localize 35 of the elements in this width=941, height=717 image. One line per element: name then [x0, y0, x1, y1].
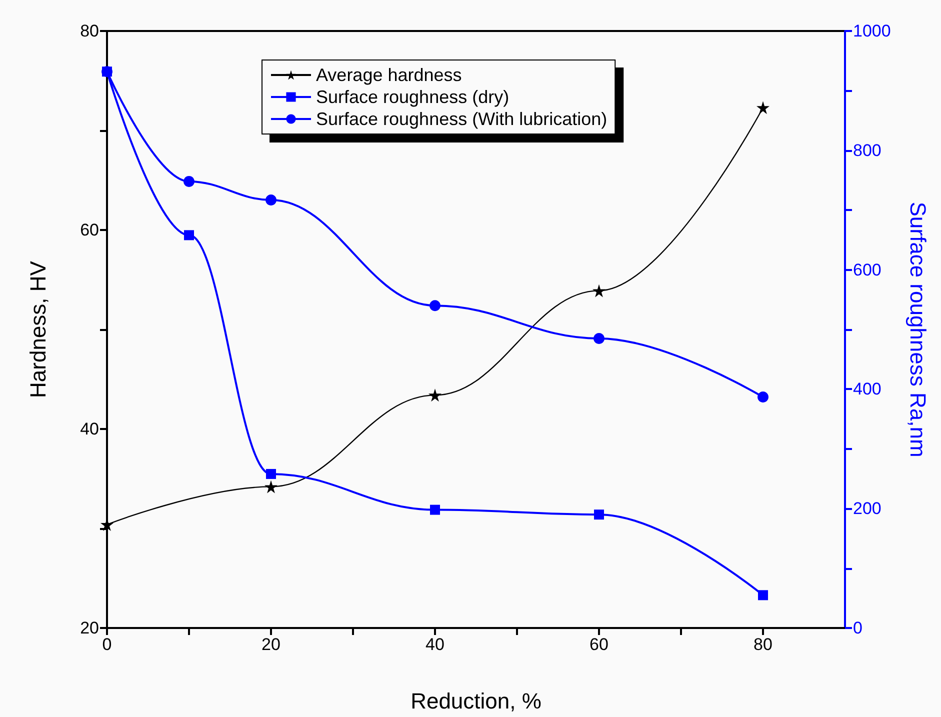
y-tick-label: 20: [80, 618, 99, 638]
y-tick-label: 80: [80, 22, 99, 40]
point: [266, 468, 276, 479]
point: [428, 388, 442, 402]
y-axis-title: Hardness, HV: [26, 260, 50, 398]
y2-tick-label: 800: [853, 140, 882, 160]
point: [758, 590, 768, 600]
y2-tick-label: 0: [853, 618, 862, 638]
x-tick-label: 80: [754, 635, 772, 654]
x-tick-label: 60: [590, 635, 608, 654]
x-tick-label: 0: [102, 635, 112, 654]
x-tick-label: 20: [262, 635, 280, 654]
legend-label: Average hardness: [316, 65, 462, 85]
legend-label: Surface roughness (dry): [316, 87, 510, 107]
y2-tick-label: 400: [853, 380, 882, 399]
y-tick-label: 40: [80, 420, 99, 438]
y2-tick-label: 1000: [853, 22, 891, 40]
point: [430, 300, 440, 312]
point: [594, 332, 604, 344]
point: [756, 101, 770, 114]
point: [184, 230, 194, 240]
point: [184, 176, 194, 187]
point: [594, 510, 604, 520]
y2-tick-label: 600: [853, 260, 882, 280]
legend-label: Surface roughness (With lubrication): [316, 109, 608, 129]
x-axis-title: Reduction, %: [410, 688, 542, 714]
point: [430, 504, 440, 515]
point: [592, 284, 606, 298]
x-tick-label: 40: [426, 635, 444, 654]
point: [264, 480, 278, 494]
y2-axis-title: Surface roughness Ra,nm: [906, 202, 930, 458]
y-tick-label: 60: [80, 220, 99, 240]
point: [758, 391, 768, 402]
y2-tick-label: 200: [853, 499, 882, 518]
point: [266, 194, 276, 206]
